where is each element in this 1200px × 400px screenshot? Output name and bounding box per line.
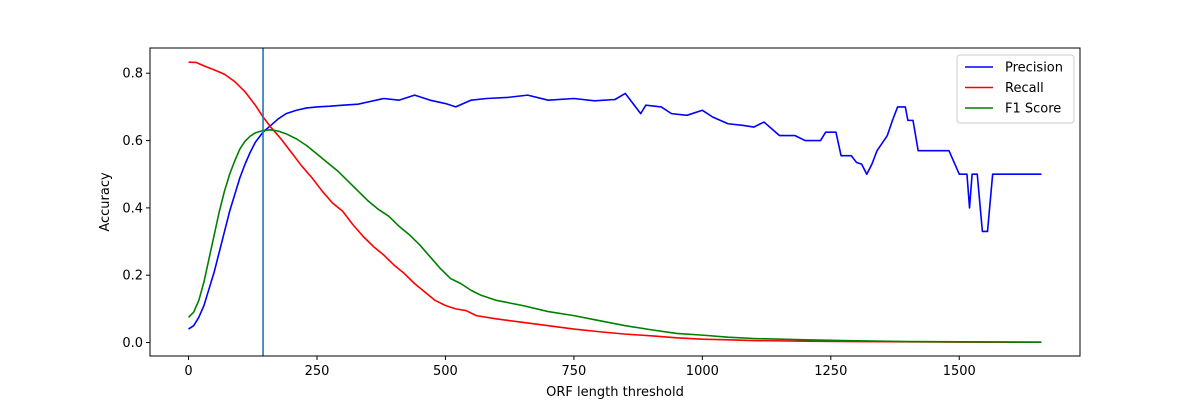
- x-axis: 0 250 500 750 1000 1250 1500: [184, 356, 976, 379]
- x-tick-label: 0: [184, 364, 192, 379]
- x-tick-label: 1000: [686, 364, 719, 379]
- legend-box: [956, 54, 1075, 124]
- y-axis: 0.0 0.2 0.4 0.6 0.8: [122, 67, 150, 351]
- x-tick-label: 250: [305, 364, 330, 379]
- plot-frame: [149, 47, 1081, 357]
- legend-label-f1-score: F1 Score: [1005, 102, 1061, 117]
- series-line-recall: [188, 61, 1042, 343]
- series-line-f1-score: [187, 129, 1042, 343]
- x-tick-label: 1250: [814, 364, 847, 379]
- y-axis-title: Accuracy: [98, 172, 113, 232]
- x-axis-title: ORF length threshold: [546, 385, 684, 400]
- y-tick-label: 0.4: [122, 201, 143, 216]
- y-tick-label: 0.6: [122, 134, 143, 149]
- plot-background: [150, 48, 1080, 356]
- y-tick-label: 0.8: [122, 67, 143, 82]
- legend: Precision Recall F1 Score: [956, 54, 1075, 124]
- series-layer: [187, 61, 1042, 343]
- legend-label-precision: Precision: [1005, 61, 1063, 76]
- x-tick-label: 750: [561, 364, 586, 379]
- legend-label-recall: Recall: [1005, 81, 1044, 96]
- x-tick-label: 1500: [943, 364, 976, 379]
- x-tick-label: 500: [433, 364, 458, 379]
- series-line-precision: [188, 92, 1042, 330]
- y-tick-label: 0.2: [122, 269, 143, 284]
- y-tick-label: 0.0: [122, 336, 143, 351]
